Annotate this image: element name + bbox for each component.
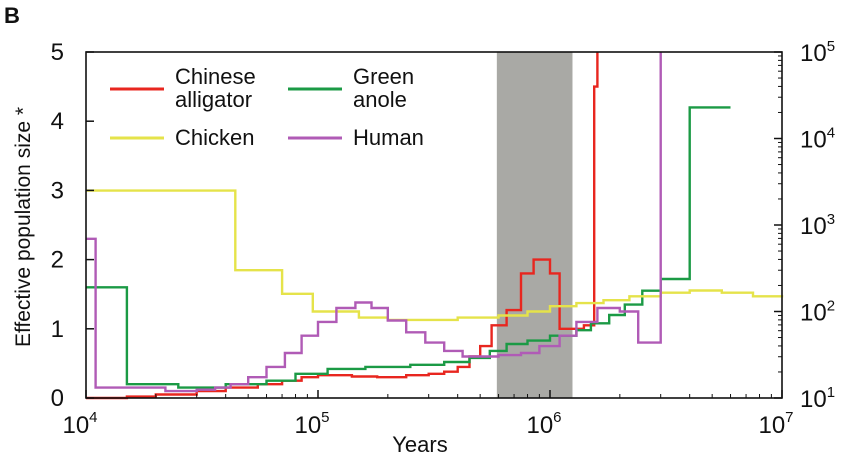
series-line-human bbox=[86, 52, 662, 393]
y2-tick-label: 105 bbox=[800, 38, 835, 67]
x-tick-label: 104 bbox=[62, 409, 97, 439]
y-axis-left: 0 1 2 3 4 5 bbox=[51, 39, 94, 412]
y2-tick-label: 101 bbox=[800, 384, 835, 413]
y-tick-label: 4 bbox=[51, 108, 64, 135]
series-line-green-anole bbox=[86, 106, 731, 389]
legend-label-chicken: Chicken bbox=[175, 125, 254, 150]
x-tick-label: 107 bbox=[758, 409, 793, 439]
x-axis: 104 105 106 107 bbox=[62, 390, 794, 439]
x-tick-label: 105 bbox=[294, 409, 329, 439]
series-line-chicken bbox=[86, 189, 784, 322]
y2-tick-label: 104 bbox=[800, 125, 835, 154]
x-axis-title: Years bbox=[392, 432, 447, 457]
y2-tick-label: 102 bbox=[800, 298, 835, 327]
legend: Chinese alligator Green anole Chicken Hu… bbox=[110, 64, 424, 150]
legend-label-anole-line2: anole bbox=[353, 87, 407, 112]
y-tick-label: 1 bbox=[51, 316, 64, 343]
y-axis-right: 101 102 103 104 105 bbox=[774, 38, 835, 413]
legend-label-anole-line1: Green bbox=[353, 64, 414, 89]
y-tick-label: 3 bbox=[51, 177, 64, 204]
y-axis-title: Effective population size * bbox=[12, 107, 35, 347]
series-line-chinese-alligator bbox=[86, 52, 599, 400]
y2-tick-label: 103 bbox=[800, 211, 835, 240]
panel-label: B bbox=[4, 3, 20, 28]
legend-label-human: Human bbox=[353, 125, 424, 150]
x-tick-label: 106 bbox=[526, 409, 561, 439]
y-tick-label: 0 bbox=[51, 385, 64, 412]
series-lines bbox=[86, 52, 784, 400]
shaded-time-region bbox=[496, 52, 573, 398]
legend-label-alligator-line1: Chinese bbox=[175, 64, 256, 89]
y-tick-label: 2 bbox=[51, 247, 64, 274]
y-tick-label: 5 bbox=[51, 39, 64, 66]
legend-label-alligator-line2: alligator bbox=[175, 87, 252, 112]
